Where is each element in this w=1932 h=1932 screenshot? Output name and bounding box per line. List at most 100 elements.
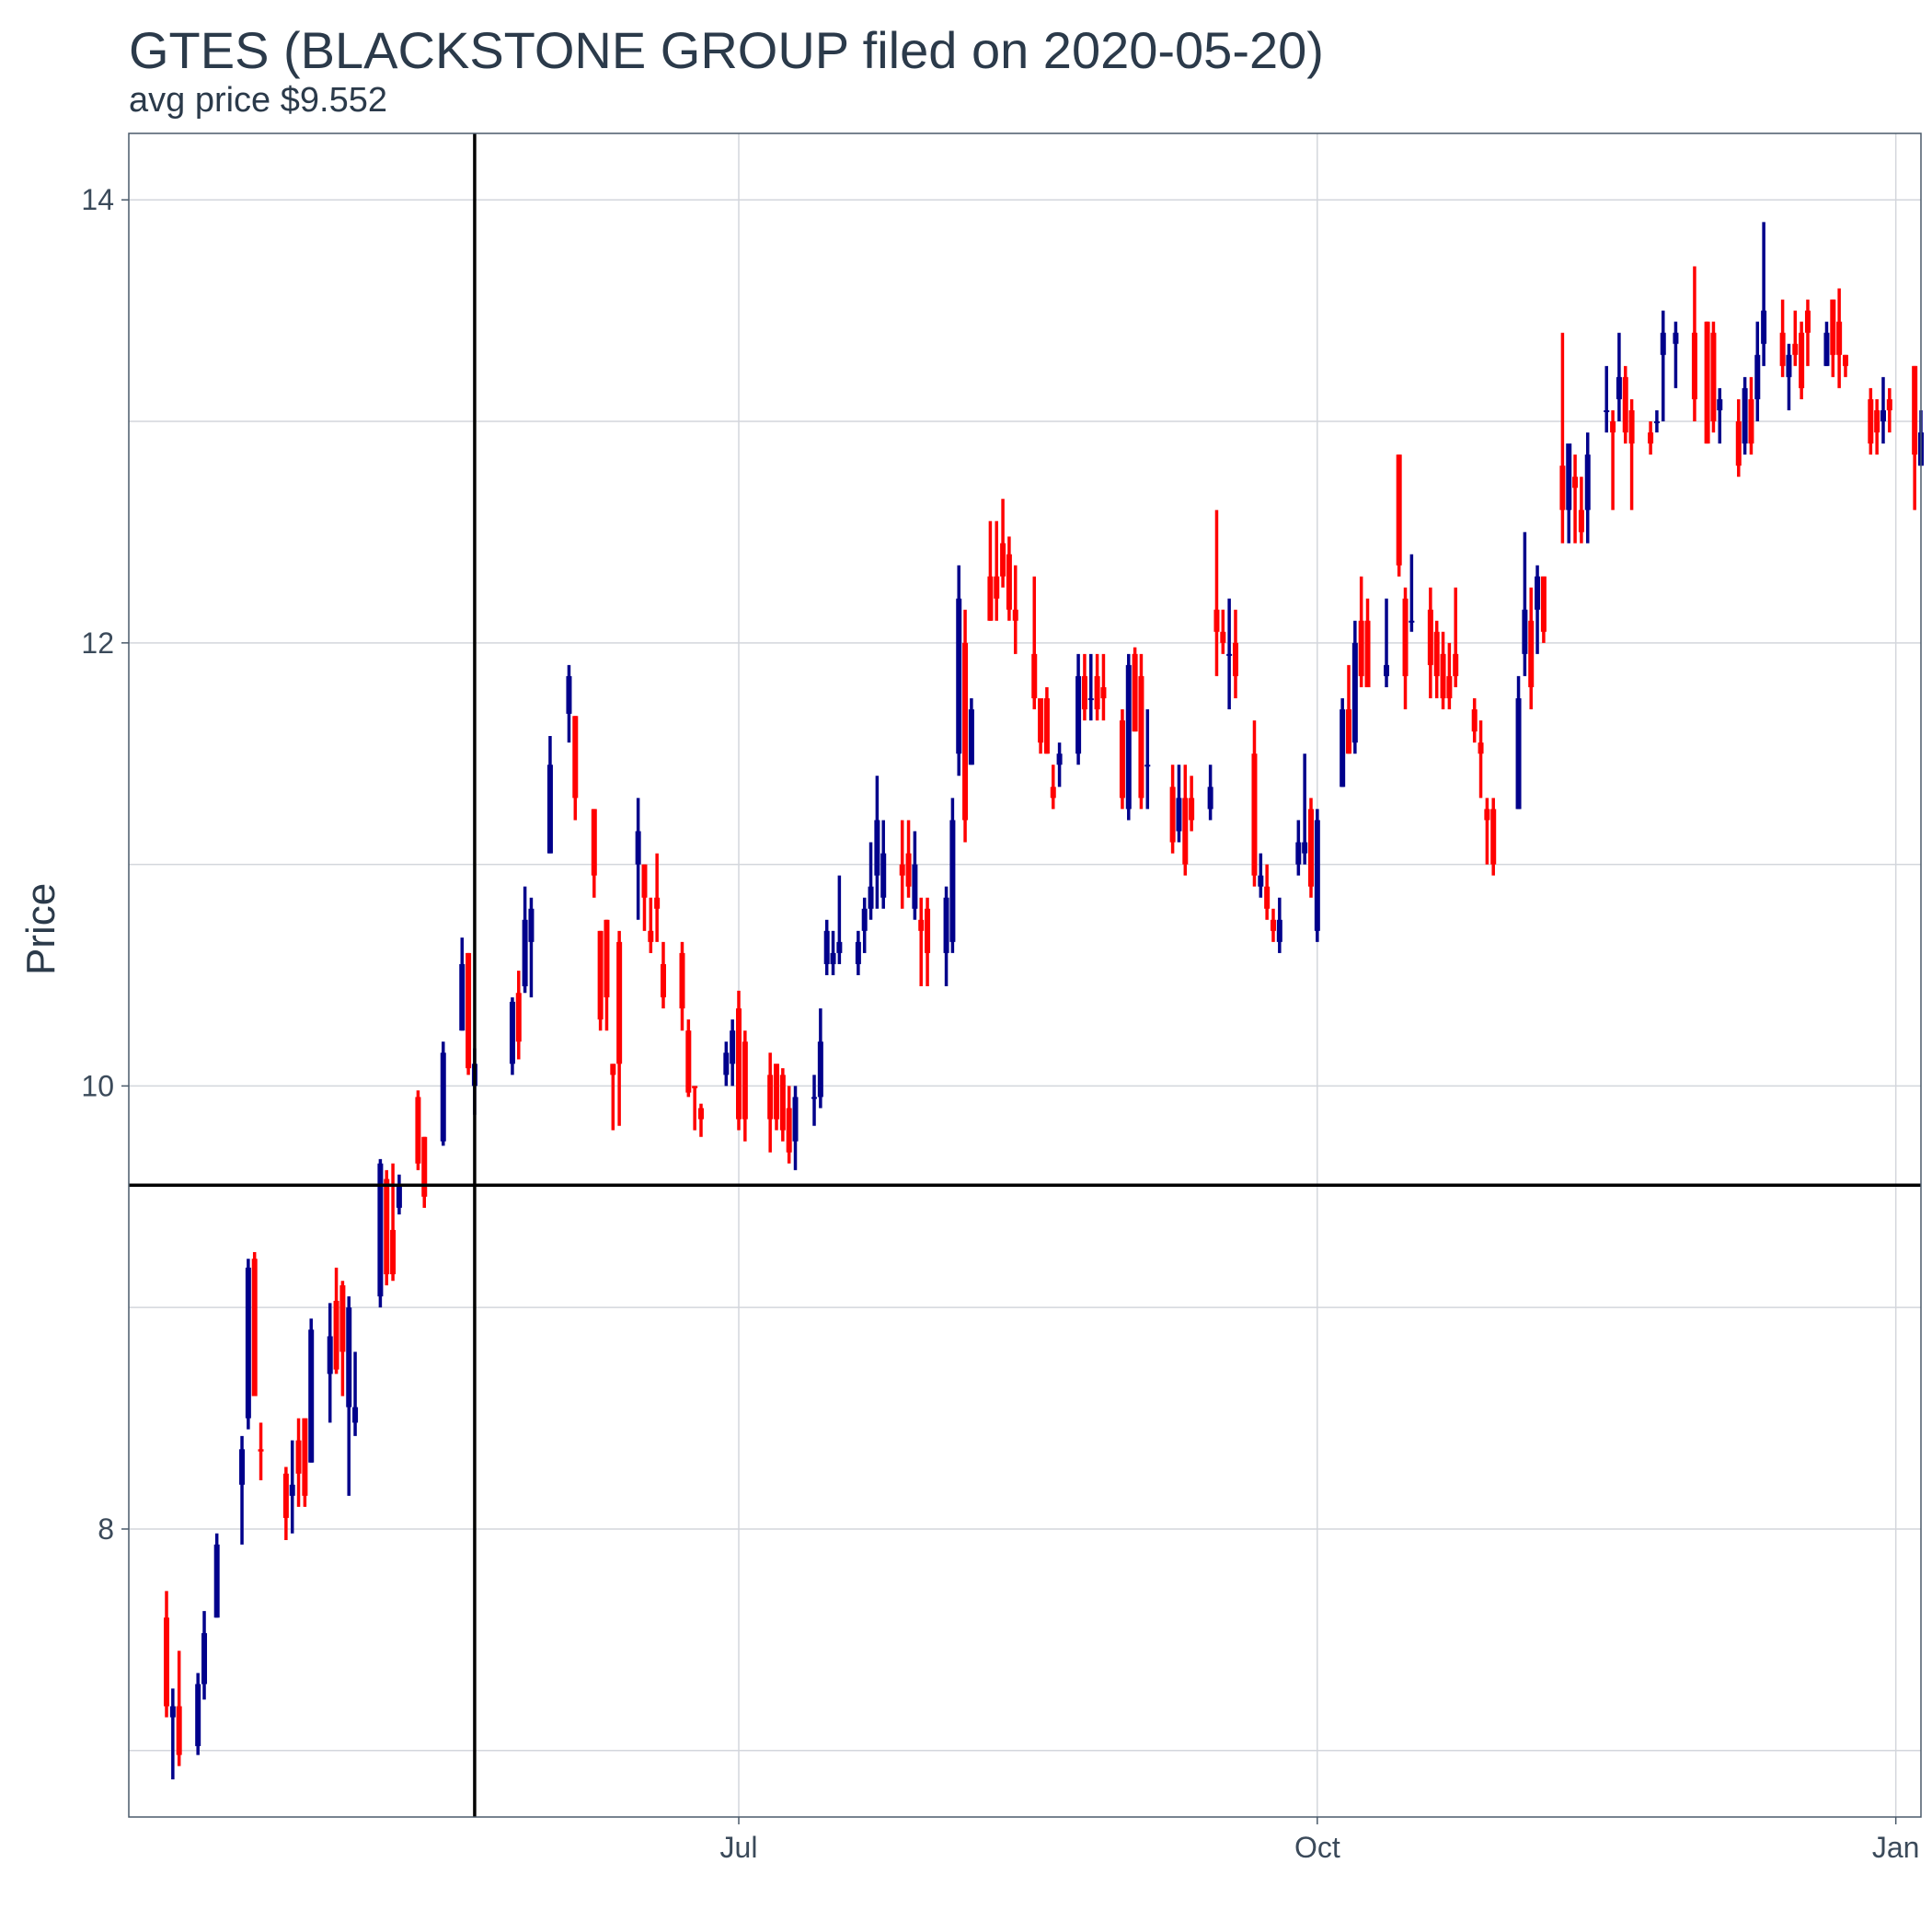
candle-body	[1842, 354, 1848, 366]
candle-body	[258, 1449, 264, 1452]
candle-body	[213, 1544, 220, 1618]
candle-body	[742, 1041, 748, 1120]
candle-body	[1660, 332, 1666, 355]
candle-body	[1648, 432, 1654, 444]
candle-body	[1307, 809, 1314, 887]
y-tick: 8	[98, 1512, 129, 1546]
candle-body	[1572, 477, 1579, 489]
candle-body	[660, 963, 666, 998]
candle-body	[1433, 631, 1440, 676]
candle-body	[925, 908, 931, 953]
candle-body	[905, 853, 912, 887]
candle-body	[1276, 919, 1282, 942]
candle-body	[169, 1706, 176, 1718]
candle-body	[591, 809, 597, 876]
candle-body	[1050, 787, 1056, 799]
y-tick: 14	[81, 183, 129, 216]
candle-body	[164, 1617, 170, 1707]
y-tick-label: 8	[98, 1512, 114, 1546]
grid-lines	[129, 133, 1921, 1817]
candle-body	[1540, 576, 1547, 632]
candle-body	[1006, 554, 1012, 610]
candle-body	[1446, 675, 1453, 699]
candle-body	[1038, 698, 1044, 743]
candle-body	[176, 1706, 182, 1755]
candle-body	[679, 952, 685, 1009]
candle-body	[1251, 753, 1258, 876]
candle-body	[339, 1285, 346, 1352]
candle-body	[1176, 798, 1182, 832]
candle-body	[779, 1075, 786, 1131]
candle-body	[1535, 576, 1541, 610]
candle-body	[899, 864, 905, 876]
candle-body	[1056, 753, 1063, 765]
candle-body	[1786, 354, 1792, 377]
candle-body	[1804, 310, 1811, 333]
y-tick: 10	[81, 1069, 129, 1102]
candle-body	[685, 1030, 692, 1093]
candle-body	[855, 941, 861, 964]
candle-body	[1295, 842, 1302, 865]
candle-body	[1779, 332, 1786, 366]
y-tick: 12	[81, 627, 129, 660]
candle-body	[1220, 631, 1226, 643]
candle-body	[1528, 620, 1535, 687]
reference-lines	[129, 133, 1921, 1817]
candle-body	[861, 908, 868, 931]
candle-body	[604, 919, 610, 998]
candles	[164, 222, 1924, 1780]
y-tick-label: 10	[81, 1069, 114, 1102]
candle-body	[384, 1179, 390, 1275]
candle-body	[949, 820, 956, 942]
candle-body	[1384, 664, 1390, 676]
candle-body	[1031, 653, 1038, 699]
candle-body	[282, 1473, 289, 1518]
candle-body	[1566, 443, 1572, 511]
candle-body	[1823, 332, 1830, 366]
candle-body	[201, 1633, 208, 1685]
candle-body	[987, 576, 994, 621]
candle-body	[566, 675, 572, 714]
candle-body	[1874, 409, 1880, 433]
candle-body	[1754, 354, 1761, 399]
candle-body	[1610, 421, 1616, 433]
candle-body	[635, 831, 641, 865]
candle-body	[767, 1075, 774, 1120]
candle-body	[1836, 321, 1843, 355]
candle-body	[1604, 409, 1610, 412]
candle-body	[1478, 742, 1484, 754]
candle-body	[1471, 709, 1478, 732]
candle-body	[1584, 454, 1591, 511]
candle-body	[1484, 809, 1490, 821]
candle-body	[440, 1052, 446, 1142]
candle-body	[1270, 919, 1276, 931]
candle-body	[874, 820, 880, 876]
candle-body	[289, 1484, 295, 1496]
x-tick: Jul	[720, 1817, 757, 1864]
candle-body	[522, 919, 528, 987]
y-axis-ticks: 8 10 12 14	[81, 183, 129, 1546]
plot-frame	[128, 132, 1922, 1818]
candle-body	[1258, 875, 1264, 887]
candle-body	[616, 941, 623, 1064]
candle-body	[1000, 543, 1006, 577]
candle-body	[1119, 720, 1125, 799]
candle-body	[1622, 376, 1628, 433]
candle-body	[515, 993, 522, 1042]
candle-body	[1912, 365, 1918, 455]
candle-body	[1232, 642, 1238, 676]
candle-body	[1761, 310, 1767, 344]
x-axis-ticks: Jul Oct Jan	[720, 1817, 1919, 1864]
candle-body	[1742, 387, 1748, 444]
candle-body	[1213, 609, 1220, 632]
candle-body	[1710, 332, 1717, 422]
candle-body	[830, 952, 836, 964]
candle-body	[466, 952, 472, 1069]
candle-body	[1302, 842, 1308, 854]
candle-body	[1886, 398, 1892, 410]
candle-body	[1691, 332, 1697, 399]
candle-body	[1427, 609, 1433, 665]
candle-body	[786, 1108, 792, 1153]
candle-body	[1346, 709, 1352, 754]
candle-body	[1578, 510, 1584, 533]
